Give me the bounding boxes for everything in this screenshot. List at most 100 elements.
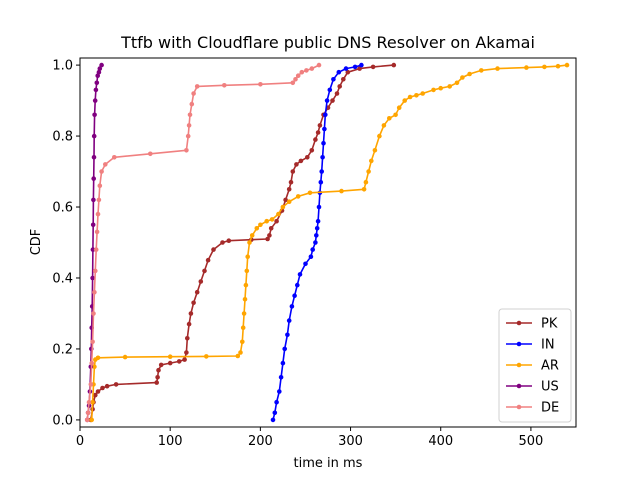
- data-point: [103, 162, 108, 167]
- data-point: [211, 247, 216, 252]
- data-point: [220, 240, 225, 245]
- data-point: [334, 91, 340, 96]
- x-tick-label: 500: [518, 434, 543, 449]
- data-point: [402, 98, 408, 103]
- data-point: [396, 105, 402, 110]
- data-point: [176, 359, 182, 364]
- legend-label: IN: [541, 338, 555, 353]
- data-point: [155, 375, 160, 380]
- data-point: [555, 63, 561, 69]
- data-point: [191, 300, 196, 306]
- y-tick-label: 0.6: [52, 201, 73, 216]
- data-point: [393, 112, 398, 118]
- axis-ticks: 0 100 200 300 400 500 0.0 0.2 0.4 0.6 0.8 1.0: [52, 59, 543, 449]
- data-point: [96, 197, 102, 203]
- data-point: [113, 382, 119, 387]
- data-point: [420, 91, 426, 96]
- data-point: [341, 77, 346, 82]
- data-point: [265, 236, 270, 242]
- data-point: [91, 197, 96, 203]
- data-point: [339, 188, 344, 194]
- legend-label: US: [541, 380, 559, 395]
- data-point: [286, 187, 292, 192]
- data-point: [182, 357, 187, 362]
- data-point: [167, 360, 173, 366]
- data-point: [194, 289, 200, 295]
- data-point: [542, 64, 547, 70]
- data-point: [357, 66, 362, 71]
- series-in: [270, 62, 364, 423]
- data-point: [322, 126, 327, 132]
- legend-label: AR: [541, 359, 559, 374]
- data-point: [240, 325, 246, 331]
- data-point: [391, 62, 397, 68]
- data-point: [238, 350, 243, 355]
- data-point: [184, 350, 189, 355]
- data-point: [100, 385, 105, 391]
- data-point: [91, 176, 96, 181]
- data-point: [222, 83, 227, 88]
- data-point: [283, 197, 288, 203]
- data-point: [454, 80, 460, 86]
- data-point: [381, 123, 387, 128]
- x-tick-label: 400: [428, 434, 453, 449]
- legend-item-us: US: [506, 380, 559, 395]
- data-point: [95, 389, 101, 394]
- data-point: [352, 64, 358, 70]
- data-point: [95, 355, 101, 361]
- data-point: [85, 410, 91, 416]
- data-point: [93, 268, 98, 274]
- data-point: [198, 279, 204, 284]
- y-tick-label: 0.2: [52, 342, 73, 357]
- series-line-pk: [90, 64, 394, 421]
- data-point: [282, 346, 288, 352]
- data-point: [317, 123, 323, 128]
- data-point: [274, 218, 279, 224]
- data-point: [345, 69, 351, 75]
- data-point: [370, 64, 376, 70]
- data-point: [94, 80, 100, 86]
- data-point: [187, 112, 193, 118]
- data-point: [90, 339, 95, 345]
- data-point: [479, 68, 484, 73]
- data-point: [387, 116, 392, 121]
- data-point: [226, 238, 232, 243]
- data-point: [316, 62, 322, 68]
- data-point: [361, 187, 367, 192]
- x-tick-label: 0: [76, 434, 84, 449]
- data-point: [343, 66, 349, 71]
- data-point: [268, 226, 274, 231]
- x-tick-label: 300: [338, 434, 363, 449]
- data-point: [244, 268, 250, 274]
- data-point: [286, 199, 292, 204]
- data-point: [93, 392, 98, 398]
- legend-item-ar: AR: [506, 359, 559, 374]
- x-axis-label: time in ms: [294, 456, 363, 471]
- data-point: [93, 247, 99, 252]
- data-point: [323, 112, 328, 118]
- data-point: [104, 383, 110, 389]
- data-point: [289, 304, 295, 309]
- data-point: [327, 87, 333, 93]
- data-point: [254, 226, 260, 231]
- data-point: [308, 254, 314, 259]
- data-point: [92, 112, 97, 118]
- data-point: [366, 169, 371, 174]
- data-point: [359, 62, 364, 68]
- data-point: [96, 69, 102, 75]
- legend-box: [498, 308, 572, 423]
- data-point: [305, 155, 310, 160]
- data-point: [324, 98, 330, 103]
- data-point: [258, 82, 263, 87]
- data-point: [97, 183, 103, 188]
- y-tick-label: 1.0: [52, 59, 73, 74]
- legend: PK IN AR US DE: [498, 308, 572, 423]
- data-point: [240, 339, 245, 345]
- data-point: [318, 179, 324, 185]
- data-point: [274, 399, 279, 405]
- data-point: [91, 311, 96, 316]
- y-axis-label: CDF: [29, 229, 44, 256]
- data-point: [91, 133, 97, 139]
- data-point: [564, 62, 570, 68]
- x-tick-label: 100: [158, 434, 183, 449]
